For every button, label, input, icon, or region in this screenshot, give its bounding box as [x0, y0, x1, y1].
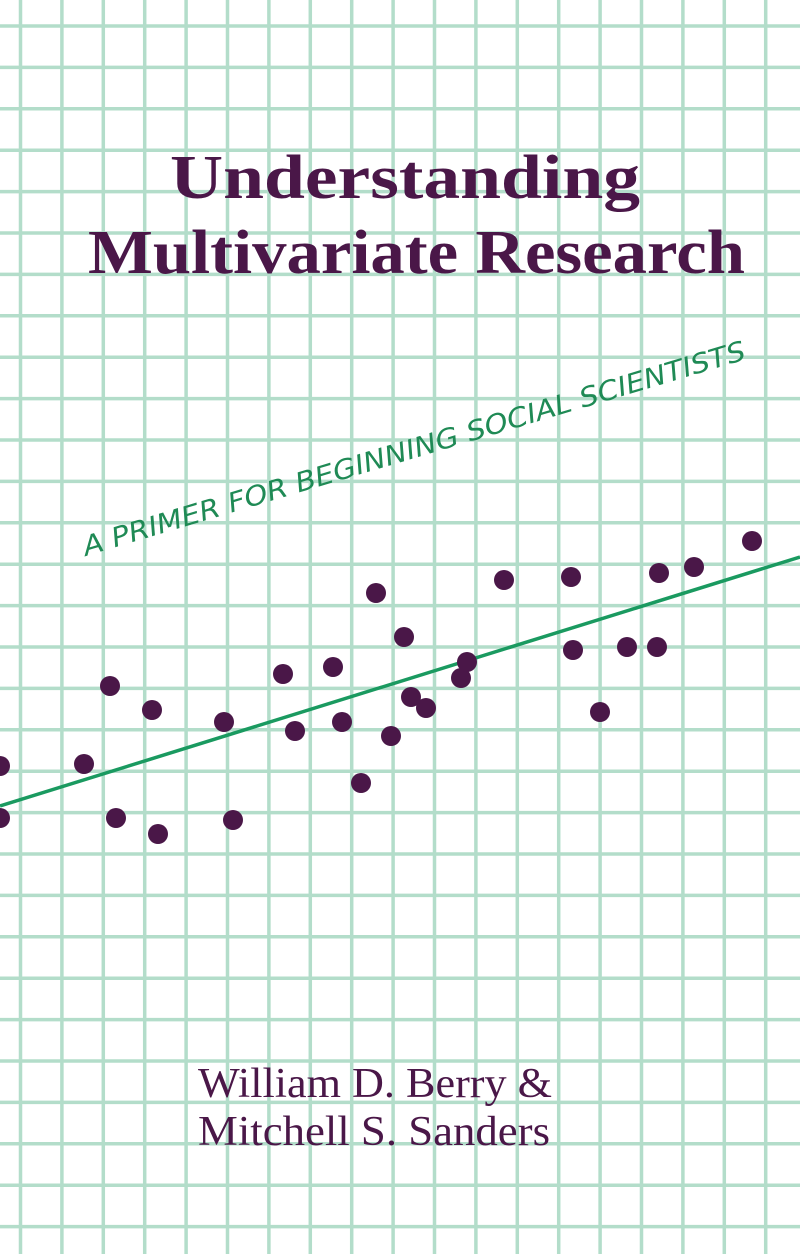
scatter-dot — [381, 726, 401, 746]
scatter-dot — [148, 824, 168, 844]
scatter-dot — [214, 712, 234, 732]
scatter-dot — [451, 668, 471, 688]
scatter-dot — [590, 702, 610, 722]
title-line-1: Understanding — [170, 144, 640, 212]
scatter-dot — [323, 657, 343, 677]
regression-line — [0, 555, 800, 808]
scatter-dot — [742, 531, 762, 551]
scatter-dot — [106, 808, 126, 828]
scatter-dot — [563, 640, 583, 660]
scatter-dot — [223, 810, 243, 830]
author-line-1: William D. Berry & — [198, 1061, 552, 1107]
scatter-dot — [401, 687, 421, 707]
author-line-2: Mitchell S. Sanders — [198, 1109, 550, 1155]
scatter-dot — [457, 652, 477, 672]
scatter-dot — [561, 567, 581, 587]
scatter-dot — [0, 808, 10, 828]
scatter-dot — [494, 570, 514, 590]
scatter-dot — [394, 627, 414, 647]
scatter-dot — [684, 557, 704, 577]
scatter-dot — [0, 756, 10, 776]
scatter-dot — [366, 583, 386, 603]
scatter-dot — [332, 712, 352, 732]
title-line-2: Multivariate Research — [88, 219, 745, 287]
scatter-dot — [273, 664, 293, 684]
scatter-dot — [649, 563, 669, 583]
scatter-dot — [647, 637, 667, 657]
scatter-dot — [74, 754, 94, 774]
scatter-dot — [142, 700, 162, 720]
scatter-dots — [0, 531, 762, 844]
scatter-dot — [617, 637, 637, 657]
scatter-dot — [285, 721, 305, 741]
scatter-dot — [100, 676, 120, 696]
scatter-dot — [416, 698, 436, 718]
scatter-dot — [351, 773, 371, 793]
